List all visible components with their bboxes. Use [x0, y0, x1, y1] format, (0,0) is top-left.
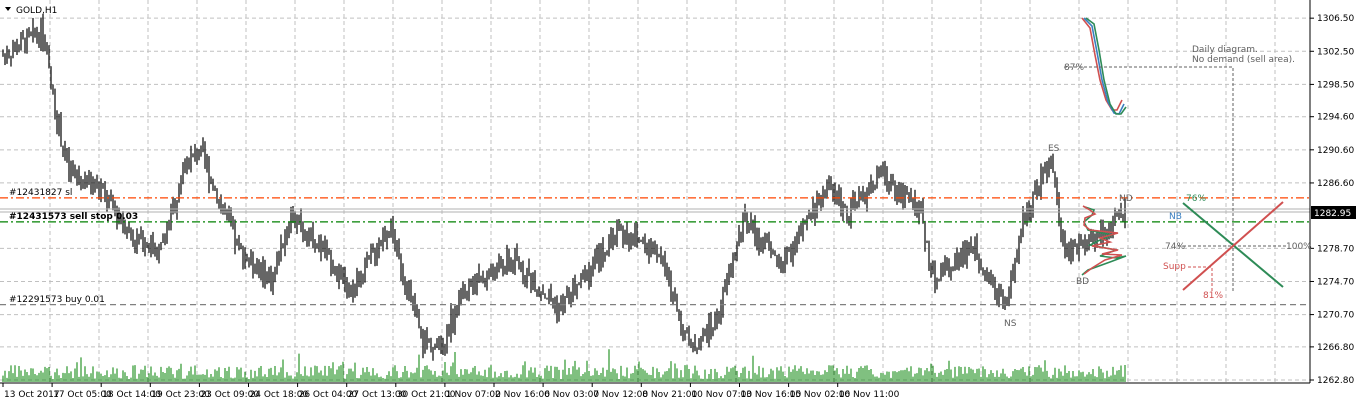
dashed-guide: [1064, 66, 1234, 292]
x-tick-label: 13 Oct 2017: [4, 390, 60, 400]
x-tick-label: 18 Oct 14:00: [102, 390, 161, 400]
nb-label: NB: [1169, 212, 1182, 222]
y-tick-label: 1298.50: [1317, 80, 1354, 90]
bd-label: BD: [1076, 277, 1089, 287]
y-tick-label: 1270.70: [1317, 311, 1354, 321]
volume-profile-red: [1082, 205, 1123, 275]
supp-label: Supp: [1163, 262, 1186, 272]
y-tick-label: 1290.60: [1317, 146, 1354, 156]
symbol-menu-arrow-icon[interactable]: [5, 7, 11, 11]
pct87-label: 87%: [1064, 63, 1084, 73]
no-demand-text: No demand (sell area).: [1192, 55, 1295, 65]
volume-bars: [2, 349, 1126, 382]
x-tick-label: 15 Nov 02:00: [790, 390, 851, 400]
x-tick-label: 13 Nov 16:00: [741, 390, 802, 400]
cross-line-red: [1182, 201, 1284, 291]
x-tick-label: 24 Oct 18:00: [250, 390, 309, 400]
x-tick-label: 19 Oct 23:00: [151, 390, 210, 400]
order-label-sl[interactable]: #12431827 sl: [9, 188, 72, 198]
y-tick-label: 1294.60: [1317, 113, 1354, 123]
x-tick-label: 2 Nov 16:00: [495, 390, 550, 400]
order-labels: #12431827 sl #12431573 sell stop 0.03 #1…: [9, 188, 138, 305]
y-tick-label: 1302.50: [1317, 47, 1354, 57]
price-axis: 1306.50 1302.50 1298.50 1294.60 1290.60 1286.…: [1310, 14, 1354, 386]
projection-curve-green: [1085, 17, 1127, 115]
y-tick-label: 1262.80: [1317, 376, 1354, 386]
x-tick-label: 1 Nov 07:00: [446, 390, 501, 400]
order-label-sell-stop[interactable]: #12431573 sell stop 0.03: [9, 212, 138, 222]
pct76-label: 76%: [1186, 194, 1206, 204]
current-price-label: 1282.95: [1314, 209, 1351, 219]
x-tick-label: 6 Nov 03:00: [544, 390, 599, 400]
current-price-marker: [1311, 206, 1356, 219]
pct100-label: 100%: [1286, 242, 1312, 252]
projection-curve-red: [1081, 17, 1123, 111]
pct74-label: 74%: [1165, 242, 1185, 252]
x-tick-label: 27 Oct 13:00: [348, 390, 407, 400]
projection-curve-blue: [1083, 17, 1125, 115]
x-tick-label: 10 Nov 07:00: [691, 390, 752, 400]
x-tick-label: 23 Oct 09:00: [200, 390, 259, 400]
y-tick-label: 1274.70: [1317, 277, 1354, 287]
supp-guide: [1188, 266, 1213, 292]
price-bars: [2, 13, 1126, 361]
y-tick-label: 1306.50: [1317, 14, 1354, 24]
daily-diagram-text: Daily diagram.: [1192, 45, 1258, 55]
pct81-label: 81%: [1203, 291, 1223, 301]
x-tick-label: 17 Oct 05:00: [53, 390, 112, 400]
symbol-title: GOLD,H1: [16, 6, 57, 16]
analysis-overlay: [1064, 17, 1286, 292]
annotations: Daily diagram. No demand (sell area). 87…: [1004, 45, 1312, 329]
nd-label: ND: [1119, 194, 1133, 204]
x-tick-label: 30 Oct 21:00: [397, 390, 456, 400]
y-tick-label: 1266.80: [1317, 343, 1354, 353]
es-label: ES: [1048, 144, 1060, 154]
order-label-buy[interactable]: #12291573 buy 0.01: [9, 295, 105, 305]
x-tick-label: 8 Nov 21:00: [642, 390, 697, 400]
grid: [0, 0, 1310, 383]
ns-label: NS: [1004, 319, 1017, 329]
x-tick-label: 26 Oct 04:00: [299, 390, 358, 400]
volume-profile-green: [1081, 206, 1127, 276]
x-tick-label: 16 Nov 11:00: [839, 390, 900, 400]
y-tick-label: 1278.70: [1317, 244, 1354, 254]
x-tick-label: 7 Nov 12:00: [593, 390, 648, 400]
y-tick-label: 1286.60: [1317, 179, 1354, 189]
